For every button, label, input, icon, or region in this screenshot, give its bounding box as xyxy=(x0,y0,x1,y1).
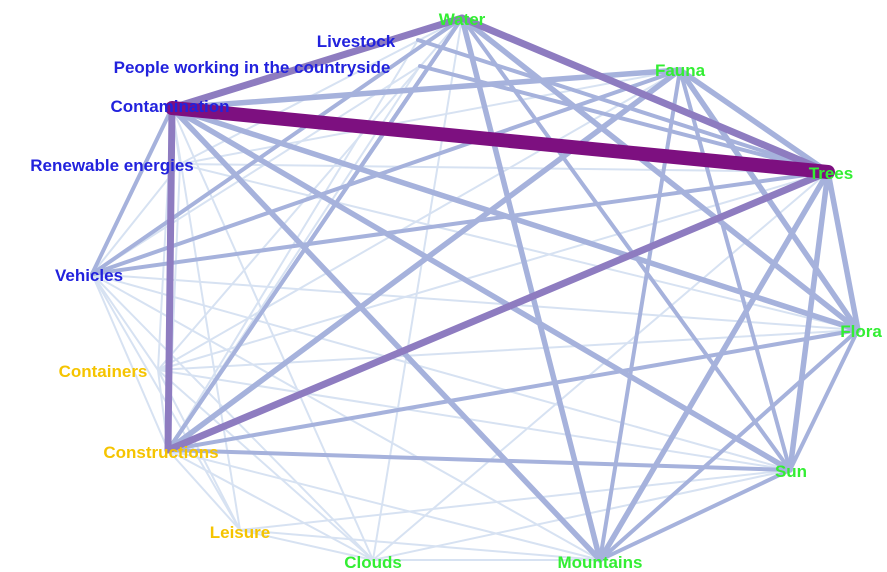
edge-constructions-sun xyxy=(166,448,792,472)
edge-contamination-constructions xyxy=(164,104,176,454)
edge-water-clouds xyxy=(372,17,463,561)
node-label-flora: Flora xyxy=(840,322,882,341)
edge-contamination-vehicles xyxy=(90,106,174,276)
edge-vehicles-people xyxy=(91,65,421,275)
edge-contamination-leisure xyxy=(171,107,241,531)
edge-vehicles-constructions xyxy=(91,273,169,451)
edge-water-vehicles xyxy=(90,16,464,276)
edge-flora-sun xyxy=(788,328,860,472)
edge-constructions-clouds xyxy=(167,449,374,561)
edge-fauna-renewable xyxy=(179,69,681,165)
edge-flora-constructions xyxy=(166,328,860,452)
edge-trees-sun xyxy=(787,169,831,473)
edge-clouds-leisure xyxy=(239,529,374,561)
edge-contamination-mountains xyxy=(169,105,603,563)
edge-flora-vehicles xyxy=(91,273,859,331)
edge-constructions-leisure xyxy=(167,449,241,531)
edge-sun-containers xyxy=(157,369,791,471)
node-label-people: People working in the countryside xyxy=(114,58,391,77)
edge-water-mountains xyxy=(459,15,603,563)
node-label-mountains: Mountains xyxy=(558,553,643,572)
edge-water-flora xyxy=(459,15,861,333)
node-label-clouds: Clouds xyxy=(344,553,402,572)
edge-trees-flora xyxy=(825,169,861,333)
edge-fauna-vehicles xyxy=(90,68,682,276)
edge-trees-clouds xyxy=(372,171,829,561)
node-label-renewable: Renewable energies xyxy=(30,156,193,175)
edge-trees-livestock xyxy=(416,38,830,174)
edge-trees-constructions xyxy=(164,168,832,454)
edge-sun-leisure xyxy=(239,469,791,531)
edge-trees-renewable xyxy=(179,163,829,173)
edge-water-containers xyxy=(157,17,463,371)
edge-mountains-leisure xyxy=(239,529,601,561)
edge-containers-clouds xyxy=(157,369,374,561)
edge-renewable-vehicles xyxy=(91,163,181,275)
edge-trees-mountains xyxy=(597,169,831,563)
edge-fauna-constructions xyxy=(165,67,683,453)
node-label-contamination: Contamination xyxy=(111,97,230,116)
edge-contamination-trees xyxy=(165,101,835,179)
node-label-leisure: Leisure xyxy=(210,523,270,542)
edge-trees-vehicles xyxy=(90,170,830,276)
edge-mountains-vehicles xyxy=(91,273,601,561)
node-label-vehicles: Vehicles xyxy=(55,266,123,285)
edge-mountains-constructions xyxy=(167,449,601,561)
edge-sun-clouds xyxy=(372,469,791,561)
edge-mountains-flora xyxy=(598,328,860,562)
node-label-livestock: Livestock xyxy=(317,32,396,51)
edge-sun-mountains xyxy=(598,468,792,562)
node-label-water: Water xyxy=(439,10,486,29)
node-label-fauna: Fauna xyxy=(655,61,706,80)
edge-flora-containers xyxy=(157,329,859,371)
edge-water-trees xyxy=(458,14,832,176)
edge-water-sun xyxy=(460,16,792,472)
edge-contamination-water xyxy=(168,14,466,112)
edge-vehicles-clouds xyxy=(91,273,374,561)
node-label-trees: Trees xyxy=(809,164,853,183)
edge-contamination-clouds xyxy=(171,107,374,561)
node-label-constructions: Constructions xyxy=(103,443,218,462)
edge-vehicles-containers xyxy=(91,273,159,371)
node-label-sun: Sun xyxy=(775,462,807,481)
node-label-containers: Containers xyxy=(59,362,148,381)
node-label-layer: Water Livestock People working in the coun… xyxy=(30,10,882,572)
edge-layer xyxy=(90,14,861,563)
edge-fauna-trees xyxy=(677,67,831,175)
